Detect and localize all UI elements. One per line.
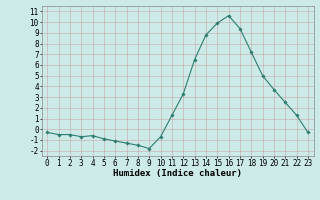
X-axis label: Humidex (Indice chaleur): Humidex (Indice chaleur) xyxy=(113,169,242,178)
